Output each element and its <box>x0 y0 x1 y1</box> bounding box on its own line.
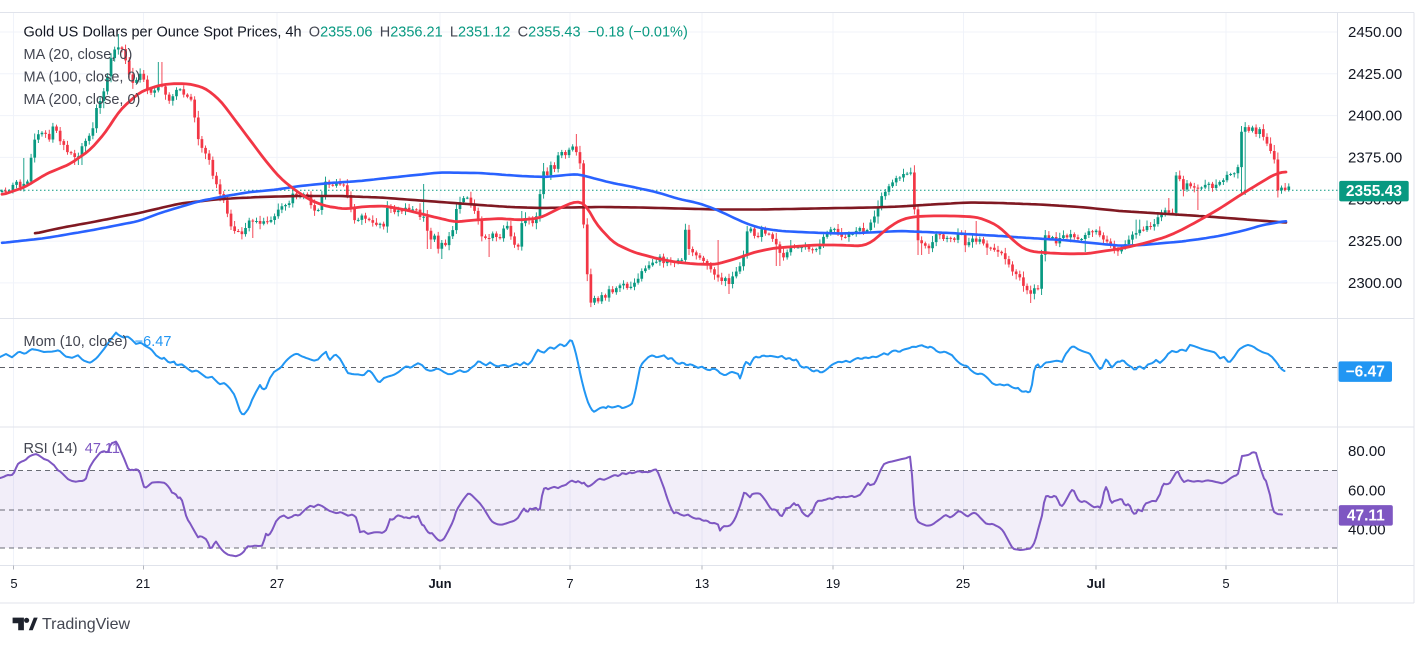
svg-text:MA (100, close, 0): MA (100, close, 0) <box>24 70 141 86</box>
svg-text:13: 13 <box>695 576 709 591</box>
svg-text:19: 19 <box>826 576 840 591</box>
svg-text:Mom (10, close) −6.47: Mom (10, close) −6.47 <box>24 334 172 350</box>
svg-text:MA (20, close, 0): MA (20, close, 0) <box>24 47 133 63</box>
svg-text:2300.00: 2300.00 <box>1348 275 1402 292</box>
svg-text:Gold US Dollars per Ounce Spot: Gold US Dollars per Ounce Spot Prices, 4… <box>24 25 688 41</box>
svg-text:47.11: 47.11 <box>1347 507 1385 524</box>
svg-text:2355.43: 2355.43 <box>1346 183 1402 200</box>
svg-text:2425.00: 2425.00 <box>1348 66 1402 83</box>
svg-text:RSI (14) 47.11: RSI (14) 47.11 <box>24 441 120 457</box>
svg-text:60.00: 60.00 <box>1348 482 1386 499</box>
svg-text:25: 25 <box>956 576 970 591</box>
svg-text:40.00: 40.00 <box>1348 522 1386 539</box>
svg-text:5: 5 <box>10 576 17 591</box>
svg-text:TradingView: TradingView <box>42 616 130 633</box>
svg-text:2375.00: 2375.00 <box>1348 149 1402 166</box>
svg-text:MA (200, close, 0): MA (200, close, 0) <box>24 92 141 108</box>
svg-text:5: 5 <box>1222 576 1229 591</box>
svg-text:2400.00: 2400.00 <box>1348 108 1402 125</box>
svg-text:7: 7 <box>566 576 573 591</box>
svg-text:2325.00: 2325.00 <box>1348 233 1402 250</box>
svg-text:80.00: 80.00 <box>1348 443 1386 460</box>
svg-text:Jun: Jun <box>428 576 451 591</box>
svg-text:Jul: Jul <box>1087 576 1106 591</box>
svg-text:21: 21 <box>136 576 150 591</box>
svg-text:−6.47: −6.47 <box>1346 364 1385 381</box>
svg-text:2450.00: 2450.00 <box>1348 24 1402 41</box>
svg-text:27: 27 <box>270 576 284 591</box>
